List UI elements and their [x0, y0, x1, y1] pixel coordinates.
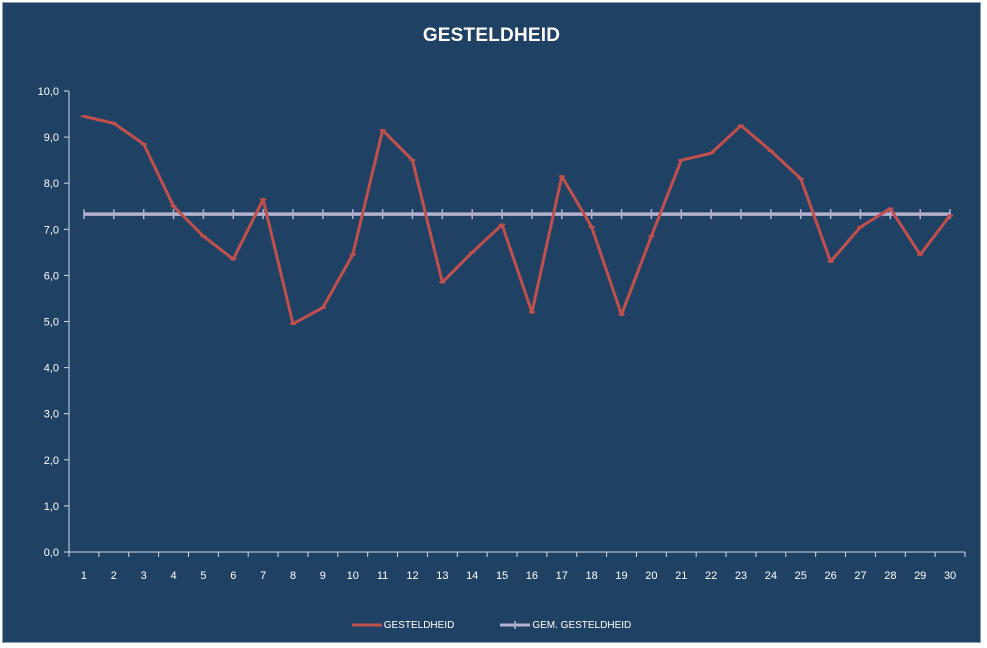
chart-title: GESTELDHEID [422, 25, 561, 46]
x-tick-label: 1 [81, 570, 87, 582]
x-tick-label: 30 [944, 570, 956, 582]
x-tick-label: 26 [824, 570, 836, 582]
x-tick-label: 23 [735, 570, 747, 582]
x-tick-label: 10 [347, 570, 359, 582]
legend-swatch-series-1 [351, 623, 382, 627]
series-line-gesteldheid [83, 114, 952, 326]
y-tick-label: 2,0 [44, 455, 59, 467]
x-tick-label: 11 [377, 570, 388, 582]
y-tick-label: 6,0 [44, 270, 59, 282]
x-tick-label: 27 [854, 570, 866, 582]
y-tick-label: 9,0 [44, 132, 59, 144]
legend-swatch-series-2 [500, 621, 531, 629]
x-tick-label: 5 [200, 570, 206, 582]
y-tick-label: 4,0 [44, 363, 59, 375]
legend-label-series-2: GEM. GESTELDHEID [532, 619, 632, 631]
x-tick-label: 25 [795, 570, 807, 582]
y-tick-label: 10,0 [38, 86, 59, 98]
y-tick-label: 1,0 [44, 501, 59, 513]
y-tick-label: 0,0 [44, 547, 59, 559]
x-tick-label: 8 [290, 570, 296, 582]
x-tick-label: 15 [496, 570, 508, 582]
x-tick-label: 12 [406, 570, 418, 582]
x-tick-label: 19 [615, 570, 627, 582]
x-tick-label: 20 [645, 570, 657, 582]
x-tick-label: 22 [705, 570, 717, 582]
x-tick-label: 17 [556, 570, 568, 582]
legend-label-series-1: GESTELDHEID [383, 619, 455, 631]
x-tick-label: 14 [466, 570, 478, 582]
legend-item-series-1: GESTELDHEID [351, 619, 455, 631]
x-tick-label: 3 [141, 570, 147, 582]
legend-item-series-2: GEM. GESTELDHEID [500, 620, 631, 631]
x-tick-label: 29 [914, 570, 926, 582]
y-tick-label: 5,0 [44, 317, 59, 329]
plot-area: 0,01,02,03,04,05,06,07,08,09,010,01 2 3 4 5 6… [38, 86, 966, 582]
x-tick-label: 2 [111, 570, 117, 582]
y-tick-label: 8,0 [44, 178, 59, 190]
y-tick-label: 3,0 [44, 409, 59, 421]
x-tick-label: 16 [526, 570, 538, 582]
x-tick-label: 9 [320, 570, 326, 582]
y-tick-label: 7,0 [44, 224, 59, 236]
x-tick-label: 18 [586, 570, 598, 582]
x-tick-label: 13 [436, 570, 448, 582]
x-tick-label: 24 [765, 570, 777, 582]
legend: GESTELDHEID GEM. GESTELDHEID [3, 617, 980, 633]
x-tick-label: 4 [170, 570, 176, 582]
x-tick-label: 6 [230, 570, 236, 582]
x-tick-label: 28 [884, 570, 896, 582]
x-tick-label: 7 [260, 570, 266, 582]
x-tick-label: 21 [675, 570, 687, 582]
